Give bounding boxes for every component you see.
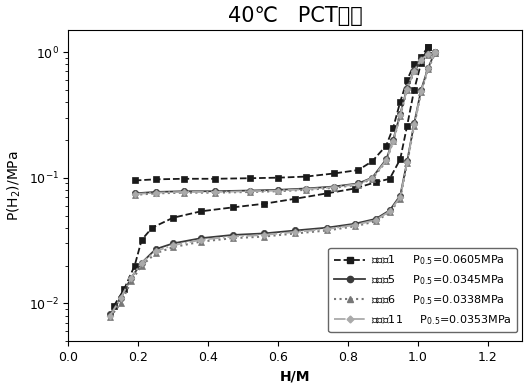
Title: 40℃   PCT曲线: 40℃ PCT曲线 xyxy=(228,5,363,26)
Legend: 对比例1     P$_{0.5}$=0.0605MPa, 实施例5     P$_{0.5}$=0.0345MPa, 实施例6     P$_{0.5}$=0: 对比例1 P$_{0.5}$=0.0605MPa, 实施例5 P$_{0.5}$… xyxy=(328,248,517,333)
Y-axis label: P(H$_2$)/MPa: P(H$_2$)/MPa xyxy=(6,150,23,221)
X-axis label: H/M: H/M xyxy=(280,370,310,384)
